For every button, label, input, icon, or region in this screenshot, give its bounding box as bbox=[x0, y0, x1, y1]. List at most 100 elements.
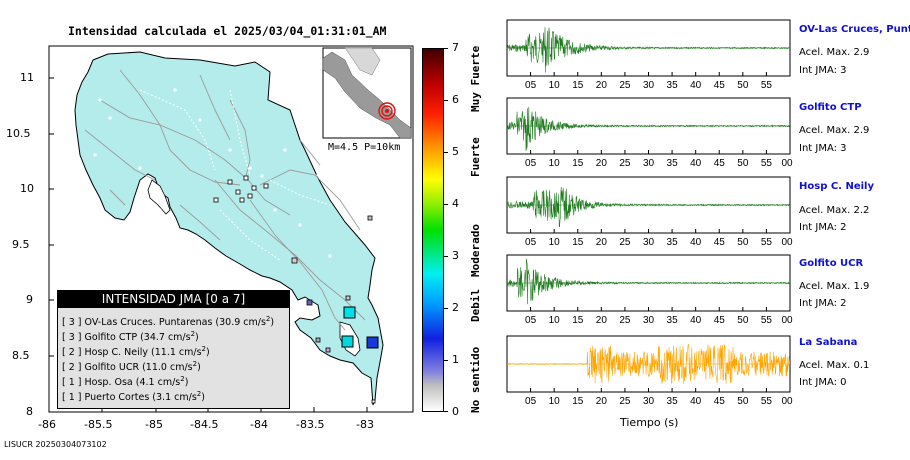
colorbar-tick: 1 bbox=[452, 353, 459, 366]
lat-tick: 10 bbox=[20, 182, 34, 195]
waveform-tick-label: 35 bbox=[667, 315, 679, 326]
waveform-tick-label: 10 bbox=[549, 80, 561, 91]
colorbar-tick: 6 bbox=[452, 93, 459, 106]
waveform-tick-label: 15 bbox=[572, 396, 584, 407]
waveform-tick-label: 55 bbox=[761, 315, 773, 326]
waveform-tick-label: 20 bbox=[596, 396, 608, 407]
waveform-tick-label: 10 bbox=[549, 158, 561, 169]
waveform-tick-label: 40 bbox=[690, 80, 702, 91]
waveform-tick-label: 00 bbox=[781, 396, 793, 407]
waveform-tick-label: 15 bbox=[572, 80, 584, 91]
waveform-tick-label: 30 bbox=[643, 396, 655, 407]
station-accel: Acel. Max. 2.9 bbox=[799, 125, 870, 136]
station-name: OV-Las Cruces, Puntar bbox=[799, 24, 910, 35]
colorbar-tick: 2 bbox=[452, 301, 459, 314]
waveform-tick-label: 45 bbox=[714, 158, 726, 169]
waveform-tick-label: 05 bbox=[525, 315, 537, 326]
waveform-tick-label: 00 bbox=[781, 158, 793, 169]
waveform-tick-label: 20 bbox=[596, 237, 608, 248]
colorbar-tick: 0 bbox=[452, 405, 459, 418]
legend-row: [ 3 ] OV-Las Cruces. Puntarenas (30.9 cm… bbox=[62, 315, 275, 329]
waveform-tick-label: 25 bbox=[619, 80, 631, 91]
waveform-tick-label: 00 bbox=[781, 237, 793, 248]
lat-tick: 11 bbox=[20, 71, 34, 84]
lon-tick: -85 bbox=[145, 418, 163, 431]
station-golfito-ucr-marker bbox=[341, 335, 354, 348]
waveform-tick-label: 05 bbox=[525, 396, 537, 407]
waveform-tick-label: 50 bbox=[737, 237, 749, 248]
town-markers bbox=[93, 88, 332, 258]
waveform-tick-label: 30 bbox=[643, 315, 655, 326]
waveform-tick-label: 45 bbox=[714, 80, 726, 91]
waveform-trace bbox=[506, 106, 790, 152]
waveform-tick-label: 50 bbox=[737, 396, 749, 407]
waveform-tick-label: 45 bbox=[714, 237, 726, 248]
intensity-colorbar bbox=[422, 48, 444, 412]
waveform-tick-label: 30 bbox=[643, 158, 655, 169]
station-int: Int JMA: 3 bbox=[799, 65, 847, 76]
lon-tick: -86 bbox=[38, 418, 56, 431]
waveform-tick-label: 55 bbox=[761, 158, 773, 169]
waveform-tick-label: 25 bbox=[619, 237, 631, 248]
lat-tick: 9.5 bbox=[12, 238, 30, 251]
station-name: La Sabana bbox=[799, 337, 858, 348]
station-accel: Acel. Max. 1.9 bbox=[799, 281, 870, 292]
waveform-trace bbox=[506, 343, 790, 385]
waveform-tick-label: 25 bbox=[619, 158, 631, 169]
waveform-tick-label: 45 bbox=[714, 315, 726, 326]
waveform-tick-label: 15 bbox=[572, 237, 584, 248]
legend-row: [ 3 ] Golfito CTP (34.7 cm/s2) bbox=[62, 330, 199, 344]
waveform-tick-label: 05 bbox=[525, 158, 537, 169]
station-neily-marker bbox=[366, 336, 379, 349]
waveform-tick-label: 55 bbox=[761, 80, 773, 91]
waveform-tick-label: 05 bbox=[525, 80, 537, 91]
station-name: Hosp C. Neily bbox=[799, 181, 874, 192]
colorbar-ticks bbox=[444, 48, 448, 412]
station-int: Int JMA: 0 bbox=[799, 377, 847, 388]
waveform-tick-label: 40 bbox=[690, 396, 702, 407]
footer-id: LISUCR 20250304073102 bbox=[4, 440, 107, 449]
waveform-tick-label: 35 bbox=[667, 80, 679, 91]
lat-tick: 10.5 bbox=[6, 127, 31, 140]
waveform-tick-label: 25 bbox=[619, 315, 631, 326]
station-int: Int JMA: 2 bbox=[799, 222, 847, 233]
waveform-tick-label: 15 bbox=[572, 315, 584, 326]
waveform-tick-label: 40 bbox=[690, 237, 702, 248]
waveform-tick-label: 40 bbox=[690, 315, 702, 326]
station-name: Golfito CTP bbox=[799, 102, 862, 113]
legend-title: INTENSIDAD JMA [0 a 7] bbox=[58, 291, 289, 308]
inset-label: M=4.5 P=10km bbox=[328, 142, 401, 153]
waveform-tick-label: 45 bbox=[714, 396, 726, 407]
station-markers bbox=[213, 175, 376, 404]
waveform-tick-label: 30 bbox=[643, 80, 655, 91]
waveform-tick-label: 35 bbox=[667, 158, 679, 169]
waveform-tick-label: 20 bbox=[596, 158, 608, 169]
waveform-tick-label: 30 bbox=[643, 237, 655, 248]
legend-row: [ 1 ] Hosp. Osa (4.1 cm/s2) bbox=[62, 375, 189, 389]
waveform-tick-label: 50 bbox=[737, 315, 749, 326]
waveform-trace bbox=[506, 186, 790, 228]
waveform-tick-label: 50 bbox=[737, 80, 749, 91]
waveform-tick-label: 55 bbox=[761, 396, 773, 407]
colorbar-tick: 5 bbox=[452, 145, 459, 158]
waveform-trace bbox=[506, 27, 790, 73]
legend-row: [ 2 ] Golfito UCR (11.0 cm/s2) bbox=[62, 360, 201, 374]
waveform-tick-label: 35 bbox=[667, 396, 679, 407]
station-name: Golfito UCR bbox=[799, 258, 864, 269]
waveform-tick-label: 35 bbox=[667, 237, 679, 248]
intensity-legend: INTENSIDAD JMA [0 a 7] [ 3 ] OV-Las Cruc… bbox=[57, 290, 290, 409]
province-borders bbox=[139, 89, 331, 261]
waveform-tick-label: 50 bbox=[737, 158, 749, 169]
colorbar-tick: 3 bbox=[452, 249, 459, 262]
waveform-tick-label: 00 bbox=[781, 315, 793, 326]
waveform-tick-label: 25 bbox=[619, 396, 631, 407]
waveform-tick-label: 55 bbox=[761, 237, 773, 248]
inset-map bbox=[322, 47, 412, 139]
waveform-tick-label: 20 bbox=[596, 315, 608, 326]
station-accel: Acel. Max. 2.9 bbox=[799, 47, 870, 58]
waveform-trace bbox=[506, 258, 790, 305]
legend-row: [ 2 ] Hosp C. Neily (11.1 cm/s2) bbox=[62, 345, 210, 359]
road-network bbox=[84, 69, 366, 331]
colorbar-tick: 4 bbox=[452, 197, 459, 210]
